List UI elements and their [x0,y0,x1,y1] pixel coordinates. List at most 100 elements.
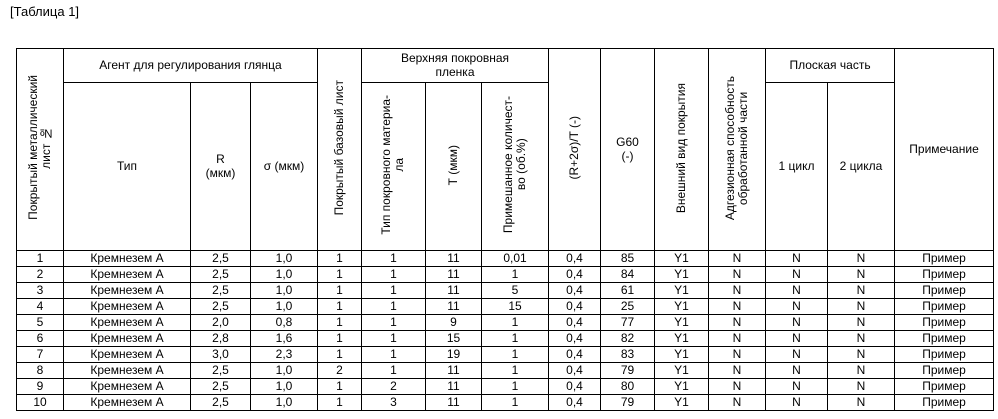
table-cell: Кремнезем А [64,283,191,299]
table-cell: N [766,315,828,331]
table-cell: N [709,347,766,363]
table-cell: 2,5 [191,379,251,395]
table-cell: 1 [318,283,362,299]
table-cell: 2,5 [191,251,251,267]
table-cell: 1 [482,315,549,331]
table-cell: 1 [482,363,549,379]
table-cell: Y1 [655,331,709,347]
table-cell: 1,0 [251,395,318,411]
table-cell: 0,4 [549,331,601,347]
table-cell: 11 [426,251,482,267]
table-cell: Y1 [655,299,709,315]
table-cell: 3 [17,283,64,299]
table-cell: 3 [362,395,426,411]
table-cell: Кремнезем А [64,395,191,411]
header-cycle2: 2 цикла [828,83,895,251]
table-cell: 1 [362,267,426,283]
table-cell: Пример [895,395,994,411]
table-cell: Кремнезем А [64,299,191,315]
table-cell: 1 [318,315,362,331]
table-cell: 10 [17,395,64,411]
table-cell: N [766,299,828,315]
table-cell: 5 [17,315,64,331]
table-cell: Пример [895,331,994,347]
table-cell: Пример [895,251,994,267]
table-cell: 80 [601,379,655,395]
table-cell: N [766,363,828,379]
table-cell: Пример [895,315,994,331]
table-cell: N [709,363,766,379]
table-cell: Y1 [655,315,709,331]
table-cell: N [709,251,766,267]
table-cell: 0,4 [549,251,601,267]
table-cell: 0,01 [482,251,549,267]
table-cell: Пример [895,299,994,315]
table-cell: 6 [17,331,64,347]
table-cell: 0,4 [549,299,601,315]
table-cell: N [709,267,766,283]
table-cell: N [828,283,895,299]
header-sigma: σ (мкм) [251,83,318,251]
table-cell: N [709,299,766,315]
table-row: 8Кремнезем А2,51,0211110,479Y1NNNПример [17,363,994,379]
table-cell: 9 [426,315,482,331]
table-cell: N [709,315,766,331]
header-type: Тип [64,83,191,251]
table-cell: 25 [601,299,655,315]
table-cell: Пример [895,363,994,379]
table-cell: N [766,331,828,347]
header-mixed-amount: Примешанное количест- во (об.%) [482,83,549,251]
table-cell: Y1 [655,347,709,363]
table-cell: Пример [895,379,994,395]
table-row: 5Кремнезем А2,00,811910,477Y1NNNПример [17,315,994,331]
table-cell: 1 [362,331,426,347]
table-cell: 8 [17,363,64,379]
table-cell: N [766,283,828,299]
table-cell: 1 [17,251,64,267]
table-cell: 1 [482,331,549,347]
header-material-type: Тип покровного материа- ла [362,83,426,251]
table-cell: N [828,251,895,267]
table-cell: 84 [601,267,655,283]
table-cell: 85 [601,251,655,267]
table-cell: 83 [601,347,655,363]
table-cell: 79 [601,363,655,379]
table-cell: 0,4 [549,315,601,331]
data-table: Покрытый металлический лист № Агент для … [16,48,994,411]
table-cell: 19 [426,347,482,363]
table-cell: N [709,379,766,395]
table-row: 1Кремнезем А2,51,011110,010,485Y1NNNПрим… [17,251,994,267]
table-cell: 1,0 [251,363,318,379]
table-cell: N [709,283,766,299]
table-cell: 1 [362,315,426,331]
table-cell: 77 [601,315,655,331]
table-cell: N [828,363,895,379]
table-cell: 1,0 [251,267,318,283]
table-cell: N [766,267,828,283]
table-cell: 1 [318,395,362,411]
table-cell: 11 [426,267,482,283]
table-cell: Y1 [655,267,709,283]
table-cell: 1 [362,251,426,267]
table-cell: Кремнезем А [64,363,191,379]
table-cell: N [828,299,895,315]
header-top-film: Верхняя покровная пленка [362,49,549,83]
table-row: 3Кремнезем А2,51,0111150,461Y1NNNПример [17,283,994,299]
table-cell: 0,4 [549,283,601,299]
table-cell: N [766,251,828,267]
header-sheet-no: Покрытый металлический лист № [17,49,64,251]
table-cell: 2,5 [191,267,251,283]
table-cell: 2,5 [191,283,251,299]
table-cell: 1 [362,299,426,315]
table-cell: 1 [318,267,362,283]
table-cell: 3,0 [191,347,251,363]
table-cell: N [766,395,828,411]
table-cell: 2,5 [191,299,251,315]
table-cell: 1 [318,379,362,395]
table-cell: N [828,379,895,395]
table-cell: 1 [482,379,549,395]
table-cell: N [709,395,766,411]
table-cell: 0,4 [549,267,601,283]
table-cell: 1,6 [251,331,318,347]
table-cell: Y1 [655,283,709,299]
